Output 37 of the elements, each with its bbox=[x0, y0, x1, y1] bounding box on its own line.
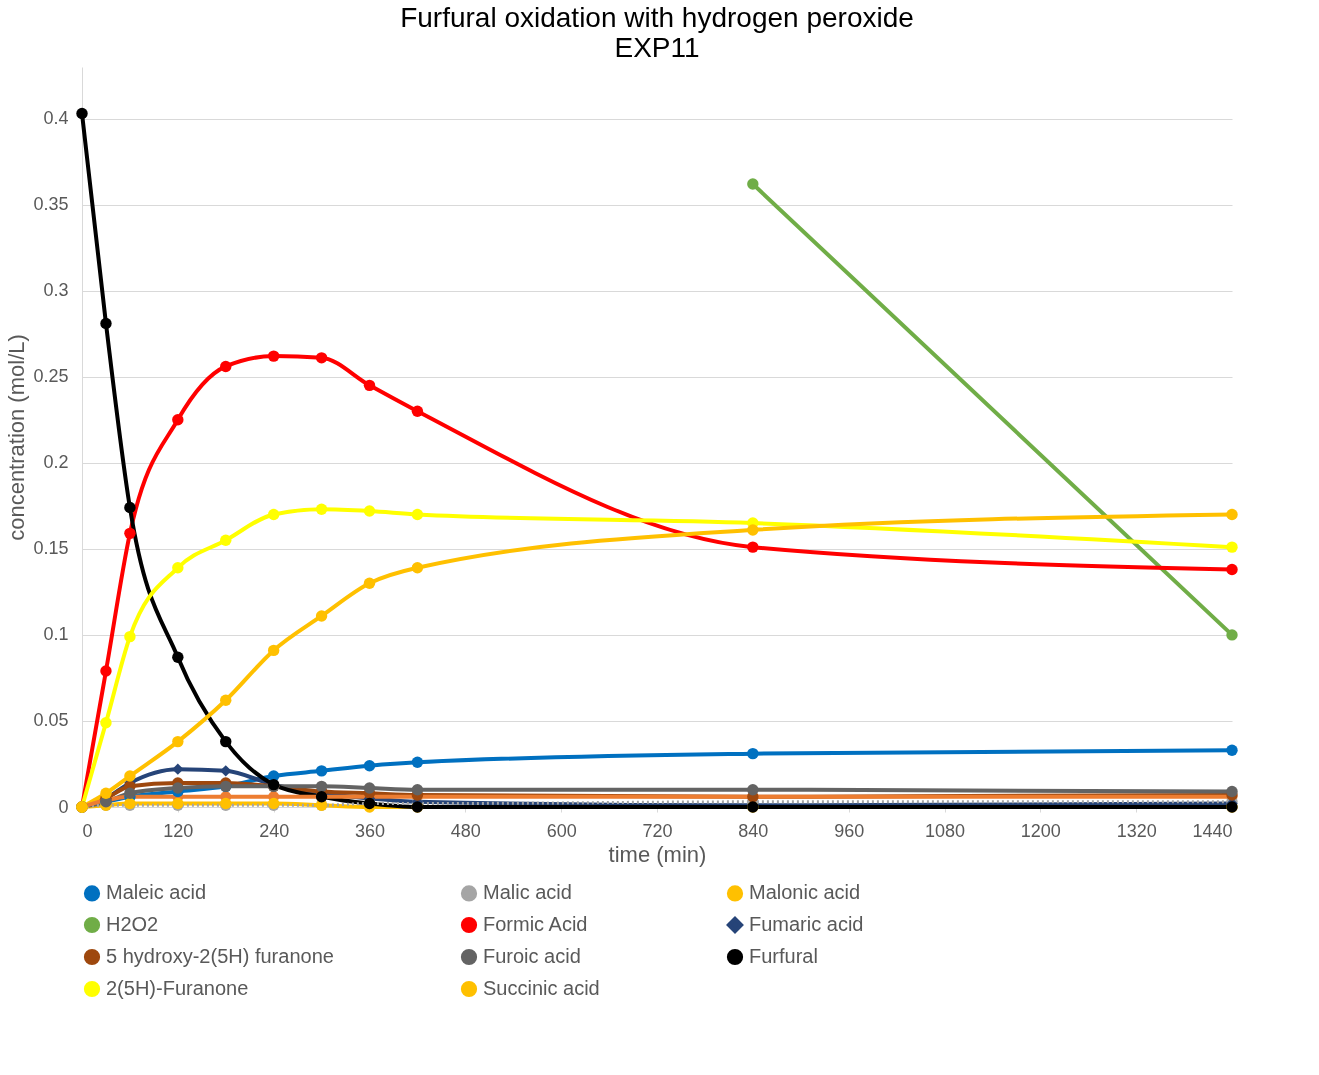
x-tick-label: 960 bbox=[834, 820, 865, 841]
y-tick-label: 0.3 bbox=[43, 280, 69, 301]
y-tick-label: 0.35 bbox=[33, 194, 69, 215]
text: EXP11 bbox=[614, 32, 700, 63]
x-tick-label: 840 bbox=[738, 820, 769, 841]
x-axis-title: time (min) bbox=[608, 841, 707, 867]
x-tick-label: 0 bbox=[82, 820, 93, 841]
text: Furfural oxidation with hydrogen peroxide bbox=[400, 2, 914, 33]
x-tick-label: 1320 bbox=[1116, 820, 1157, 841]
y-tick-label: 0.1 bbox=[43, 624, 69, 645]
y-tick-label: 0.2 bbox=[43, 452, 69, 473]
x-tick-label: 120 bbox=[163, 820, 194, 841]
legend-label: Malic acid bbox=[483, 881, 572, 904]
x-tick-label: 720 bbox=[642, 820, 673, 841]
y-tick-label: 0.05 bbox=[33, 710, 69, 731]
x-tick-label: 1080 bbox=[924, 820, 966, 841]
y-tick-label: 0.25 bbox=[33, 366, 69, 387]
x-tick-label: 600 bbox=[546, 820, 577, 841]
y-tick-label: 0.4 bbox=[43, 108, 69, 129]
legend-label: H2O2 bbox=[106, 913, 159, 935]
legend-label: Formic Acid bbox=[483, 913, 588, 935]
legend-label: Fumaric acid bbox=[749, 913, 864, 935]
y-tick-label: 0.15 bbox=[33, 538, 69, 559]
x-tick-label: 240 bbox=[259, 820, 290, 841]
legend-label: Furfural bbox=[749, 945, 818, 967]
legend-label: 2(5H)-Furanone bbox=[106, 977, 249, 999]
legend-label: 5 hydroxy-2(5H) furanone bbox=[106, 945, 334, 967]
x-tick-label: 360 bbox=[354, 820, 386, 841]
legend-label: Malonic acid bbox=[749, 881, 861, 904]
x-tick-label: 1440 bbox=[1192, 820, 1233, 841]
legend-label: Furoic acid bbox=[483, 945, 581, 967]
y-axis-title: concentration (mol/L) bbox=[4, 334, 30, 541]
y-tick-label: 0 bbox=[58, 796, 69, 817]
x-tick-label: 1200 bbox=[1020, 820, 1061, 841]
x-tick-label: 480 bbox=[450, 820, 481, 841]
legend-label: Succinic acid bbox=[483, 977, 600, 999]
legend-label: Maleic acid bbox=[106, 881, 207, 904]
